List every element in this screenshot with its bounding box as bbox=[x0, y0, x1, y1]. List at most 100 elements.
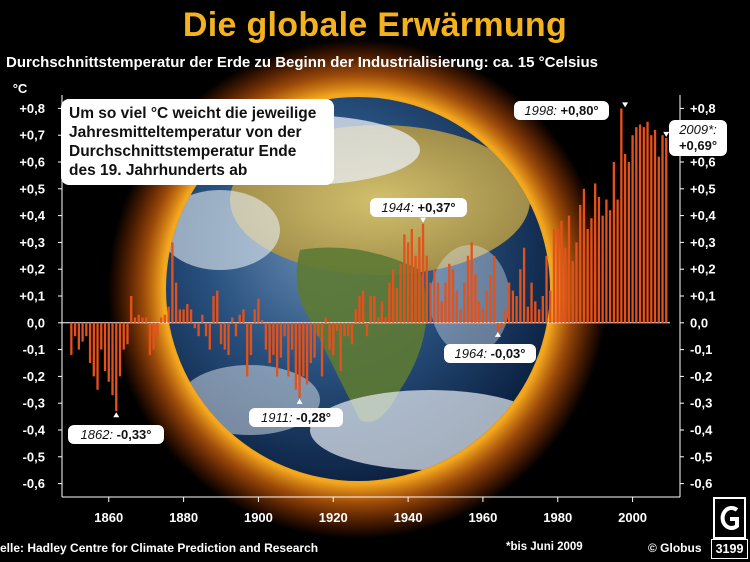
annotation-1944: 1944: +0,37° bbox=[370, 198, 467, 223]
bar-series bbox=[70, 108, 668, 412]
bar-1874 bbox=[159, 317, 163, 323]
bar-1876 bbox=[167, 306, 170, 323]
y-tick-label-left: +0,6 bbox=[19, 155, 45, 170]
annotation-box bbox=[669, 120, 727, 156]
annotation-1998: 1998: +0,80° bbox=[514, 101, 629, 120]
bar-1926 bbox=[354, 309, 357, 323]
annotation-box bbox=[514, 101, 609, 120]
bar-1892 bbox=[227, 322, 230, 355]
annotation-year: 1998: bbox=[524, 103, 560, 118]
annotation-value: -0,03° bbox=[491, 346, 526, 361]
y-tick-label-left: +0,7 bbox=[19, 128, 45, 143]
bar-1929 bbox=[365, 322, 369, 337]
bar-1956 bbox=[466, 255, 470, 323]
bar-1962 bbox=[489, 274, 492, 323]
y-tick-label-right: +0,1 bbox=[690, 289, 716, 304]
bar-2009 bbox=[665, 137, 668, 323]
y-tick-label-left: 0,0 bbox=[27, 315, 45, 330]
bar-1895 bbox=[238, 314, 241, 323]
annotation-text: 1911: -0,28° bbox=[261, 410, 331, 425]
bar-1903 bbox=[268, 322, 271, 363]
bar-1872 bbox=[152, 322, 155, 350]
x-tick-label: 1980 bbox=[543, 510, 572, 525]
x-tick-label: 1860 bbox=[94, 510, 123, 525]
bar-1980 bbox=[556, 229, 559, 323]
annotation-year: 1944: bbox=[381, 200, 417, 215]
bar-1884 bbox=[197, 322, 200, 337]
bar-1963 bbox=[492, 255, 496, 323]
bar-1862 bbox=[115, 322, 118, 412]
bar-1881 bbox=[186, 304, 189, 323]
bar-1919 bbox=[328, 322, 331, 350]
annotation-box bbox=[444, 344, 536, 363]
y-tick-label-left: +0,8 bbox=[19, 101, 45, 116]
x-axis: 1860 1880 1900 1920 1940 1960 1980 2000 bbox=[62, 496, 680, 525]
annotation-text: 1998: +0,80° bbox=[524, 103, 598, 118]
bar-2008 bbox=[661, 135, 664, 323]
annotation-year: 2009*: bbox=[678, 122, 717, 137]
bar-2004 bbox=[646, 121, 649, 323]
x-tick-label: 1920 bbox=[319, 510, 348, 525]
annotation-value: -0,28° bbox=[296, 410, 331, 425]
x-tick-label: 1940 bbox=[394, 510, 423, 525]
bar-1887 bbox=[208, 322, 211, 350]
credit-text: © Globus bbox=[648, 541, 702, 555]
footnote-text: *bis Juni 2009 bbox=[506, 541, 583, 553]
bar-1936 bbox=[391, 269, 395, 323]
bar-1982 bbox=[564, 247, 567, 323]
y-tick-label-right: +0,8 bbox=[690, 101, 716, 116]
bar-1852 bbox=[77, 322, 80, 350]
bar-1889 bbox=[216, 290, 219, 323]
bar-2007 bbox=[657, 156, 660, 323]
annotation-text: 1964: -0,03° bbox=[455, 346, 526, 361]
bar-2001 bbox=[635, 127, 638, 323]
bar-1869 bbox=[141, 317, 144, 323]
y-tick-label-right: -0,2 bbox=[690, 369, 712, 384]
y-tick-label-left: +0,2 bbox=[19, 262, 45, 277]
bar-1955 bbox=[463, 282, 466, 323]
bar-1990 bbox=[594, 183, 597, 323]
bar-1908 bbox=[287, 322, 290, 377]
bar-1932 bbox=[377, 317, 380, 323]
bar-1905 bbox=[275, 322, 279, 377]
bar-1904 bbox=[272, 322, 275, 355]
annotation-year: 1862: bbox=[81, 427, 117, 442]
bar-1906 bbox=[279, 322, 283, 358]
bar-2005 bbox=[650, 135, 653, 323]
annotation-value: +0,37° bbox=[418, 200, 456, 215]
bar-1996 bbox=[616, 199, 619, 323]
bar-1977 bbox=[545, 255, 548, 323]
bar-1989 bbox=[590, 218, 593, 323]
bar-1882 bbox=[189, 309, 193, 323]
bar-1935 bbox=[388, 282, 391, 323]
annotation-text: 1862: -0,33° bbox=[81, 427, 152, 442]
bar-1924 bbox=[347, 322, 350, 337]
bar-1925 bbox=[350, 322, 354, 345]
bar-1900 bbox=[257, 298, 260, 323]
bar-1923 bbox=[343, 322, 346, 337]
bar-1898 bbox=[249, 322, 253, 355]
y-tick-label-right: -0,3 bbox=[690, 396, 712, 411]
x-tick-label: 2000 bbox=[618, 510, 647, 525]
bar-1971 bbox=[522, 247, 526, 323]
bar-1918 bbox=[324, 317, 327, 323]
bar-1867 bbox=[133, 317, 137, 323]
bar-1920 bbox=[332, 322, 335, 355]
globus-logo bbox=[713, 497, 746, 539]
bar-1868 bbox=[137, 314, 140, 323]
bar-2002 bbox=[638, 124, 642, 323]
bar-1860 bbox=[107, 322, 110, 382]
bar-1964 bbox=[496, 322, 500, 331]
bar-1942 bbox=[414, 255, 417, 323]
y-tick-label-left: -0,3 bbox=[23, 396, 45, 411]
bar-1853 bbox=[81, 322, 84, 342]
bar-1960 bbox=[481, 309, 485, 323]
annotation-box bbox=[370, 198, 467, 217]
bar-1901 bbox=[261, 320, 264, 323]
y-axis-right: +0,8+0,7+0,6+0,5+0,4+0,3+0,2+0,10,0-0,1-… bbox=[679, 95, 716, 497]
bar-1899 bbox=[253, 309, 256, 323]
bar-1950 bbox=[444, 282, 447, 323]
bar-1968 bbox=[511, 290, 515, 323]
bar-2006 bbox=[653, 129, 657, 323]
